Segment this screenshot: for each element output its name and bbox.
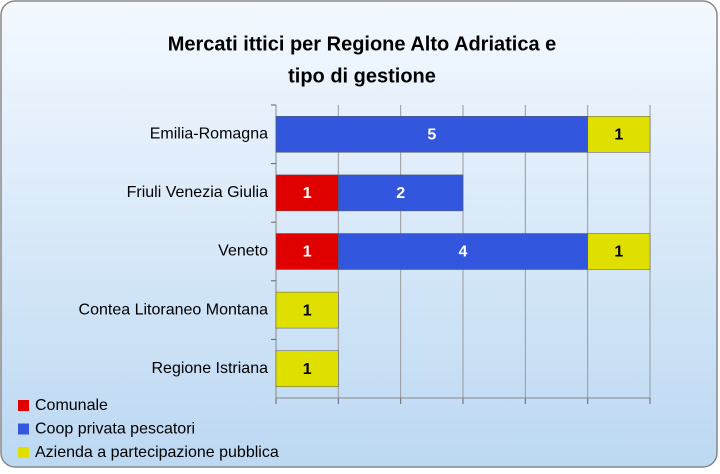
legend-swatch [18,423,29,435]
bar-segment [587,116,651,153]
data-label: 1 [303,302,312,319]
bar-segment [275,116,588,153]
y-tick-label: Friuli Venezia Giulia [127,184,269,201]
data-label: 5 [427,127,436,144]
bar-segment [275,174,339,212]
chart-title: Mercati ittici per Regione Alto Adriatic… [168,33,557,55]
y-tick-label: Emilia-Romagna [150,126,268,143]
bar-segment [275,350,339,387]
bar-segment [275,233,339,270]
data-label: 1 [614,244,623,261]
legend-label: Comunale [35,397,108,414]
data-label: 1 [303,185,312,202]
y-tick-label: Contea Litoraneo Montana [79,301,269,318]
y-tick-label: Veneto [218,243,268,260]
data-label: 1 [614,127,623,144]
data-label: 4 [459,244,468,261]
y-tick-label: Regione Istriana [151,360,268,377]
legend-swatch [18,400,29,411]
data-label: 1 [303,244,312,261]
bar-segment [587,233,651,270]
legend-label: Coop privata pescatori [35,421,195,438]
bar-segment [338,233,588,270]
data-label: 2 [396,185,405,202]
bar-segment [275,291,339,329]
legend-swatch [18,447,29,458]
legend-label: Azienda a partecipazione pubblica [35,444,279,461]
bar-segment [338,174,464,212]
chart-subtitle: tipo di gestione [288,65,436,87]
data-label: 1 [303,361,312,378]
